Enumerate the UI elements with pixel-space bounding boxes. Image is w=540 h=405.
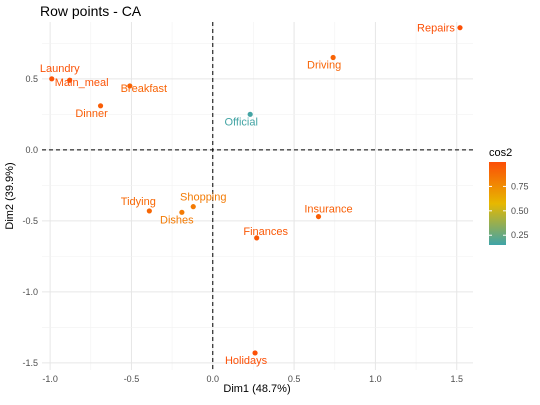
point-label: Finances xyxy=(243,226,288,238)
data-point xyxy=(67,77,73,83)
data-point xyxy=(247,111,253,117)
x-tick-label: 1.0 xyxy=(369,374,382,384)
legend-tick-label: 0.50 xyxy=(511,206,529,216)
data-point xyxy=(49,76,55,82)
data-point xyxy=(190,204,196,210)
data-point xyxy=(97,103,104,109)
grid-lines xyxy=(42,22,473,370)
chart-title: Row points - CA xyxy=(40,3,142,19)
data-point xyxy=(127,83,133,89)
legend-tick-label: 0.75 xyxy=(511,181,529,191)
legend-colorbar xyxy=(489,162,506,245)
point-label: Insurance xyxy=(304,204,352,216)
x-tick-label: -1.0 xyxy=(42,374,58,384)
point-label: Driving xyxy=(307,60,341,72)
y-axis-ticks: -1.5 -1.0 -0.5 0.0 0.5 xyxy=(22,74,38,368)
point-labels: Laundry Main_meal Dinner Breakfast Tidying Di… xyxy=(40,23,456,367)
point-label: Dishes xyxy=(160,214,194,226)
data-point xyxy=(315,213,322,220)
point-label: Official xyxy=(224,116,257,128)
legend-title: cos2 xyxy=(489,147,512,159)
data-point xyxy=(179,209,185,215)
data-point xyxy=(457,25,463,31)
x-axis-ticks: -1.0 -0.5 0.0 0.5 1.0 1.5 xyxy=(42,374,463,384)
data-points xyxy=(49,25,463,356)
cos2-legend: cos2 0.25 0.50 0.75 xyxy=(489,147,529,245)
y-tick-label: -1.0 xyxy=(22,287,38,297)
point-label: Laundry xyxy=(40,63,80,75)
point-label: Breakfast xyxy=(121,83,167,95)
reference-lines xyxy=(42,22,473,370)
data-point xyxy=(146,208,152,214)
data-point xyxy=(252,350,258,356)
x-tick-label: 0.0 xyxy=(207,374,220,384)
data-point xyxy=(254,235,260,241)
point-label: Shopping xyxy=(180,192,227,204)
point-label: Holidays xyxy=(225,355,268,367)
y-tick-label: 0.0 xyxy=(25,145,38,155)
legend-tick-label: 0.25 xyxy=(511,230,529,240)
x-axis-title: Dim1 (48.7%) xyxy=(223,383,290,395)
legend-ticks: 0.25 0.50 0.75 xyxy=(489,181,529,240)
point-label: Main_meal xyxy=(55,77,109,89)
y-tick-label: 0.5 xyxy=(25,74,38,84)
y-tick-label: -0.5 xyxy=(22,216,38,226)
x-tick-label: -0.5 xyxy=(124,374,140,384)
point-label: Dinner xyxy=(75,108,108,120)
plot-panel xyxy=(42,22,473,370)
data-point xyxy=(330,54,336,61)
y-axis-title: Dim2 (39.9%) xyxy=(4,162,16,229)
y-tick-label: -1.5 xyxy=(22,358,38,368)
x-tick-label: 0.5 xyxy=(288,374,301,384)
x-tick-label: 1.5 xyxy=(450,374,463,384)
point-label: Repairs xyxy=(417,23,455,35)
point-label: Tidying xyxy=(121,196,156,208)
